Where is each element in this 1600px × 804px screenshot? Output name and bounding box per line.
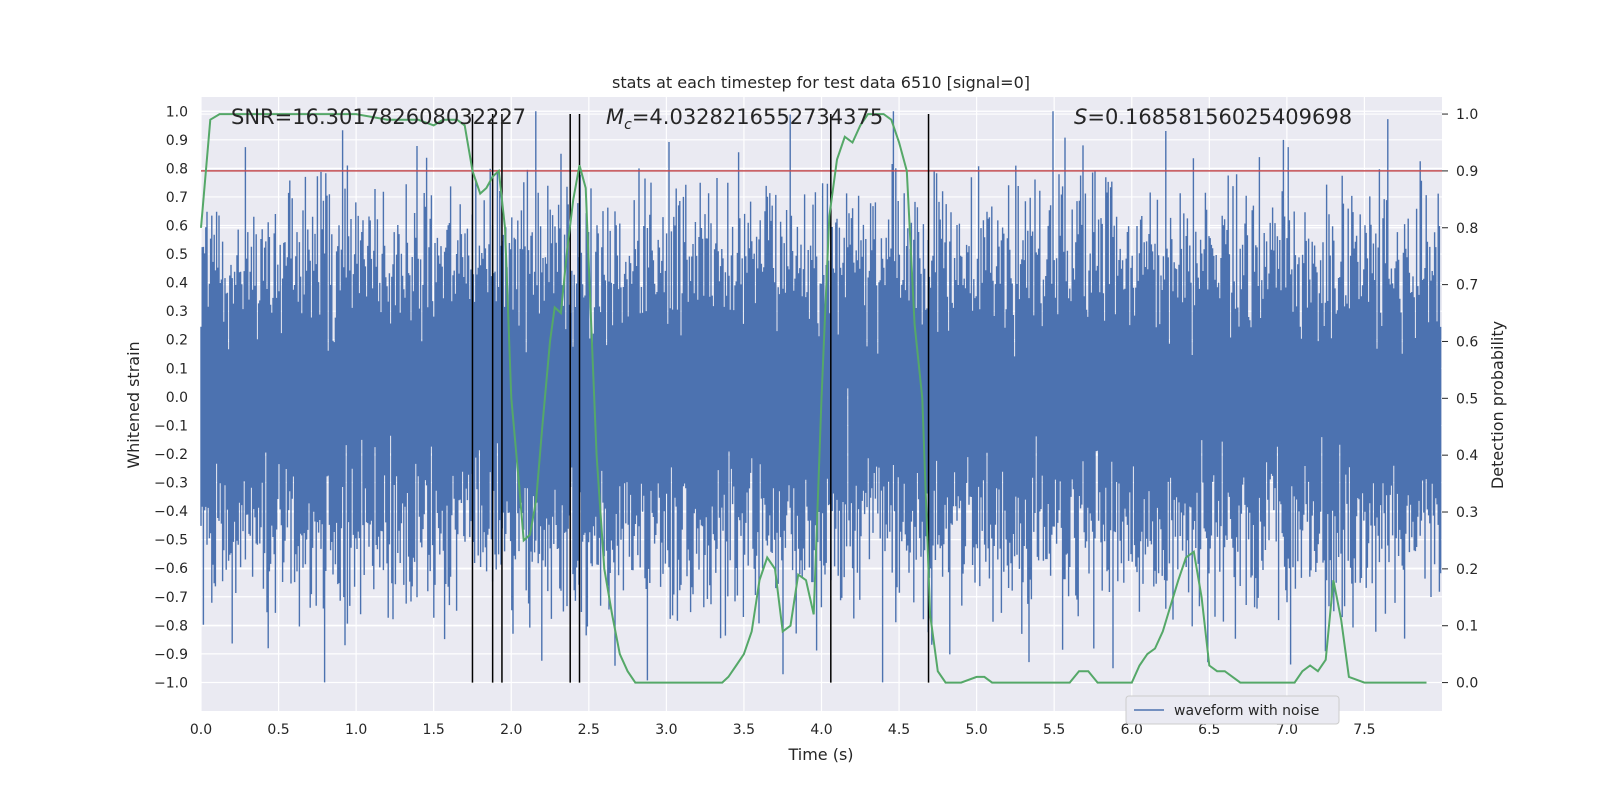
y2-tick-label: 0.4	[1456, 448, 1478, 464]
y2-axis-label: Detection probability	[1488, 321, 1507, 489]
legend-box	[1125, 695, 1340, 725]
y-tick-label: 0.2	[166, 333, 188, 349]
y-tick-label: −0.3	[154, 476, 188, 492]
x-tick-label: 2.0	[500, 722, 522, 738]
y2-tick-label: 1.0	[1456, 107, 1478, 123]
y-axis-label: Whitened strain	[124, 341, 143, 468]
s-value: =0.16858156025409698	[1087, 105, 1352, 129]
series-detection-probability	[200, 113, 1427, 684]
s-annotation: S=0.16858156025409698	[1074, 105, 1352, 129]
chirp-mass-value: =4.0328216552734375	[632, 105, 883, 129]
x-tick-label: 4.0	[810, 722, 832, 738]
y2-tick-label: 0.3	[1456, 505, 1478, 521]
y-tick-label: −0.7	[154, 590, 188, 606]
chart-title: stats at each timestep for test data 651…	[612, 73, 1030, 92]
y-tick-label: 0.6	[166, 219, 188, 235]
y-tick-label: 0.0	[166, 390, 188, 406]
x-tick-label: 5.5	[1043, 722, 1065, 738]
x-tick-label: 5.0	[965, 722, 987, 738]
y2-tick-label: 0.1	[1456, 619, 1478, 635]
y-tick-label: −1.0	[154, 675, 188, 691]
y-tick-label: −0.1	[154, 418, 188, 434]
y-tick-label: 0.8	[166, 161, 188, 177]
y2-tick-label: 0.8	[1456, 221, 1478, 237]
x-tick-label: 6.5	[1198, 722, 1220, 738]
chirp-mass-subscript: c	[624, 117, 632, 133]
legend-label-waveform: waveform with noise	[1174, 703, 1319, 719]
y-tick-label: 0.4	[166, 276, 188, 292]
y-tick-label: −0.6	[154, 561, 188, 577]
y-tick-label: 1.0	[166, 104, 188, 120]
y-tick-label: −0.4	[154, 504, 188, 520]
x-tick-label: 0.0	[190, 722, 212, 738]
y2-tick-label: 0.7	[1456, 278, 1478, 294]
y2-tick-label: 0.9	[1456, 164, 1478, 180]
x-tick-label: 3.0	[655, 722, 677, 738]
x-tick-label: 1.5	[423, 722, 445, 738]
waveform-with-noise-line	[200, 111, 1442, 683]
y-tick-label: 0.5	[166, 247, 188, 263]
x-tick-label: 6.0	[1121, 722, 1143, 738]
s-symbol: S	[1074, 105, 1087, 129]
chirp-mass-annotation: Mc=4.0328216552734375	[606, 105, 883, 133]
x-tick-label: 2.5	[578, 722, 600, 738]
x-tick-label: 0.5	[267, 722, 289, 738]
x-tick-label: 7.5	[1353, 722, 1375, 738]
y2-ticks: 1.0 0.9 0.8 0.7 0.6 0.5 0.4 0.3 0.2 0.1 0.0	[1442, 107, 1478, 692]
x-tick-label: 3.5	[733, 722, 755, 738]
y-tick-label: −0.5	[154, 533, 188, 549]
legend: waveform with noise	[1125, 695, 1340, 725]
snr-annotation: SNR=16.301782608032227	[231, 105, 526, 129]
x-ticks: 0.0 0.5 1.0 1.5 2.0 2.5 3.0 3.5 4.0 4.5 5.0 5.5 6.0 6…	[190, 722, 1376, 738]
chirp-mass-symbol: M	[606, 105, 624, 129]
y2-tick-label: 0.2	[1456, 562, 1478, 578]
y-tick-label: 0.3	[166, 304, 188, 320]
detection-probability-line	[200, 113, 1427, 684]
y-tick-label: 0.7	[166, 190, 188, 206]
series-waveform-with-noise	[200, 111, 1442, 683]
x-tick-label: 7.0	[1276, 722, 1298, 738]
y2-tick-label: 0.0	[1456, 676, 1478, 692]
y-tick-label: −0.9	[154, 647, 188, 663]
y-tick-label: −0.8	[154, 618, 188, 634]
x-tick-label: 1.0	[345, 722, 367, 738]
x-tick-label: 4.5	[888, 722, 910, 738]
y-tick-label: 0.1	[166, 361, 188, 377]
y2-tick-label: 0.6	[1456, 334, 1478, 350]
y-ticks: 1.0 0.9 0.8 0.7 0.6 0.5 0.4 0.3 0.2 0.1 0.0 −0.1 −0.…	[154, 104, 188, 691]
x-axis-label: Time (s)	[787, 745, 853, 764]
y-tick-label: 0.9	[166, 133, 188, 149]
y2-tick-label: 0.5	[1456, 391, 1478, 407]
y-tick-label: −0.2	[154, 447, 188, 463]
